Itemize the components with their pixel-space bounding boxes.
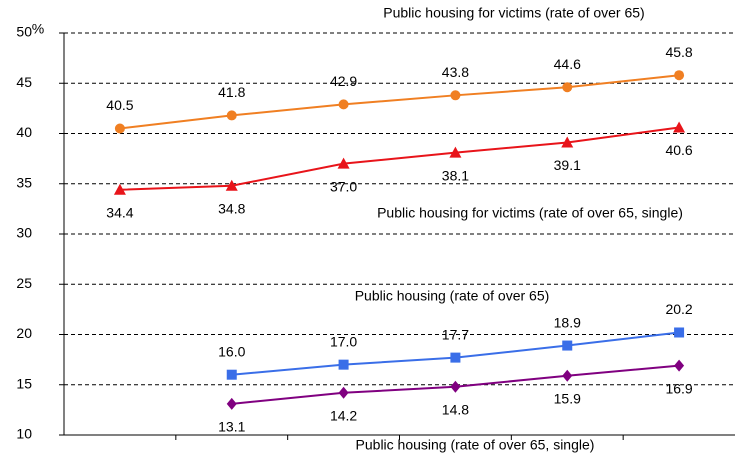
marker	[226, 110, 237, 121]
marker	[562, 340, 573, 351]
value-label: 40.5	[106, 97, 133, 113]
value-label: 42.9	[330, 73, 357, 89]
marker	[226, 397, 237, 410]
y-tick-label: 25	[16, 275, 32, 291]
marker	[114, 123, 125, 134]
marker	[562, 369, 573, 382]
value-label: 14.2	[330, 407, 357, 423]
value-label: 41.8	[218, 84, 245, 100]
marker	[449, 146, 462, 158]
value-label: 37.0	[330, 178, 357, 194]
y-tick-label: 40	[16, 124, 32, 140]
series-line	[119, 126, 680, 191]
marker	[450, 352, 461, 363]
series-label: Public housing for victims (rate of over…	[377, 205, 683, 221]
y-tick-label: 10	[16, 426, 32, 442]
marker	[113, 183, 126, 195]
marker	[226, 369, 237, 380]
series-label: Public housing for victims (rate of over…	[383, 5, 644, 21]
marker	[338, 99, 349, 110]
marker	[673, 121, 686, 133]
marker	[562, 82, 573, 93]
marker	[450, 380, 461, 393]
value-label: 34.8	[218, 200, 245, 216]
value-label: 13.1	[218, 419, 245, 435]
value-label: 20.2	[665, 301, 692, 317]
series-label: Public housing (rate of over 65, single)	[356, 437, 595, 453]
marker	[338, 359, 349, 370]
series-line	[119, 74, 680, 130]
y-tick-label: 50	[16, 24, 32, 40]
y-unit: %	[32, 21, 44, 37]
y-tick-label: 30	[16, 225, 32, 241]
value-label: 39.1	[554, 157, 581, 173]
marker	[338, 386, 349, 399]
marker	[674, 327, 685, 338]
value-label: 15.9	[554, 390, 581, 406]
value-label: 34.4	[106, 204, 133, 220]
value-label: 14.8	[442, 401, 469, 417]
value-label: 45.8	[665, 44, 692, 60]
series-label: Public housing (rate of over 65)	[355, 288, 550, 304]
marker	[225, 179, 238, 191]
y-tick-label: 20	[16, 325, 32, 341]
y-tick-label: 45	[16, 74, 32, 90]
value-label: 16.9	[665, 380, 692, 396]
marker	[674, 359, 685, 372]
value-label: 38.1	[442, 167, 469, 183]
value-label: 43.8	[442, 64, 469, 80]
marker	[337, 157, 350, 169]
y-tick-label: 15	[16, 375, 32, 391]
value-label: 18.9	[554, 314, 581, 330]
marker	[561, 136, 574, 148]
value-label: 17.7	[442, 326, 469, 342]
value-label: 44.6	[554, 56, 581, 72]
value-label: 17.0	[330, 333, 357, 349]
marker	[674, 70, 685, 81]
value-label: 40.6	[665, 142, 692, 158]
y-tick-label: 35	[16, 174, 32, 190]
value-label: 16.0	[218, 343, 245, 359]
marker	[450, 90, 461, 101]
